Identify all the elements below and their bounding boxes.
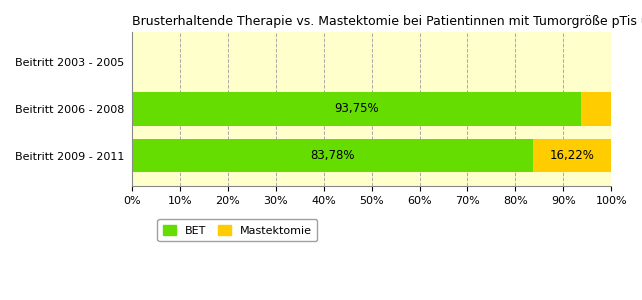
- Bar: [581, 92, 611, 126]
- Legend: BET, Mastektomie: BET, Mastektomie: [157, 219, 317, 241]
- Bar: [132, 92, 581, 126]
- Text: 93,75%: 93,75%: [334, 103, 379, 116]
- Text: 83,78%: 83,78%: [311, 149, 355, 162]
- Bar: [534, 139, 611, 172]
- Text: Brusterhaltende Therapie vs. Mastektomie bei Patientinnen mit Tumorgröße pTis un: Brusterhaltende Therapie vs. Mastektomie…: [132, 15, 642, 28]
- Text: 16,22%: 16,22%: [550, 149, 594, 162]
- Bar: [132, 139, 534, 172]
